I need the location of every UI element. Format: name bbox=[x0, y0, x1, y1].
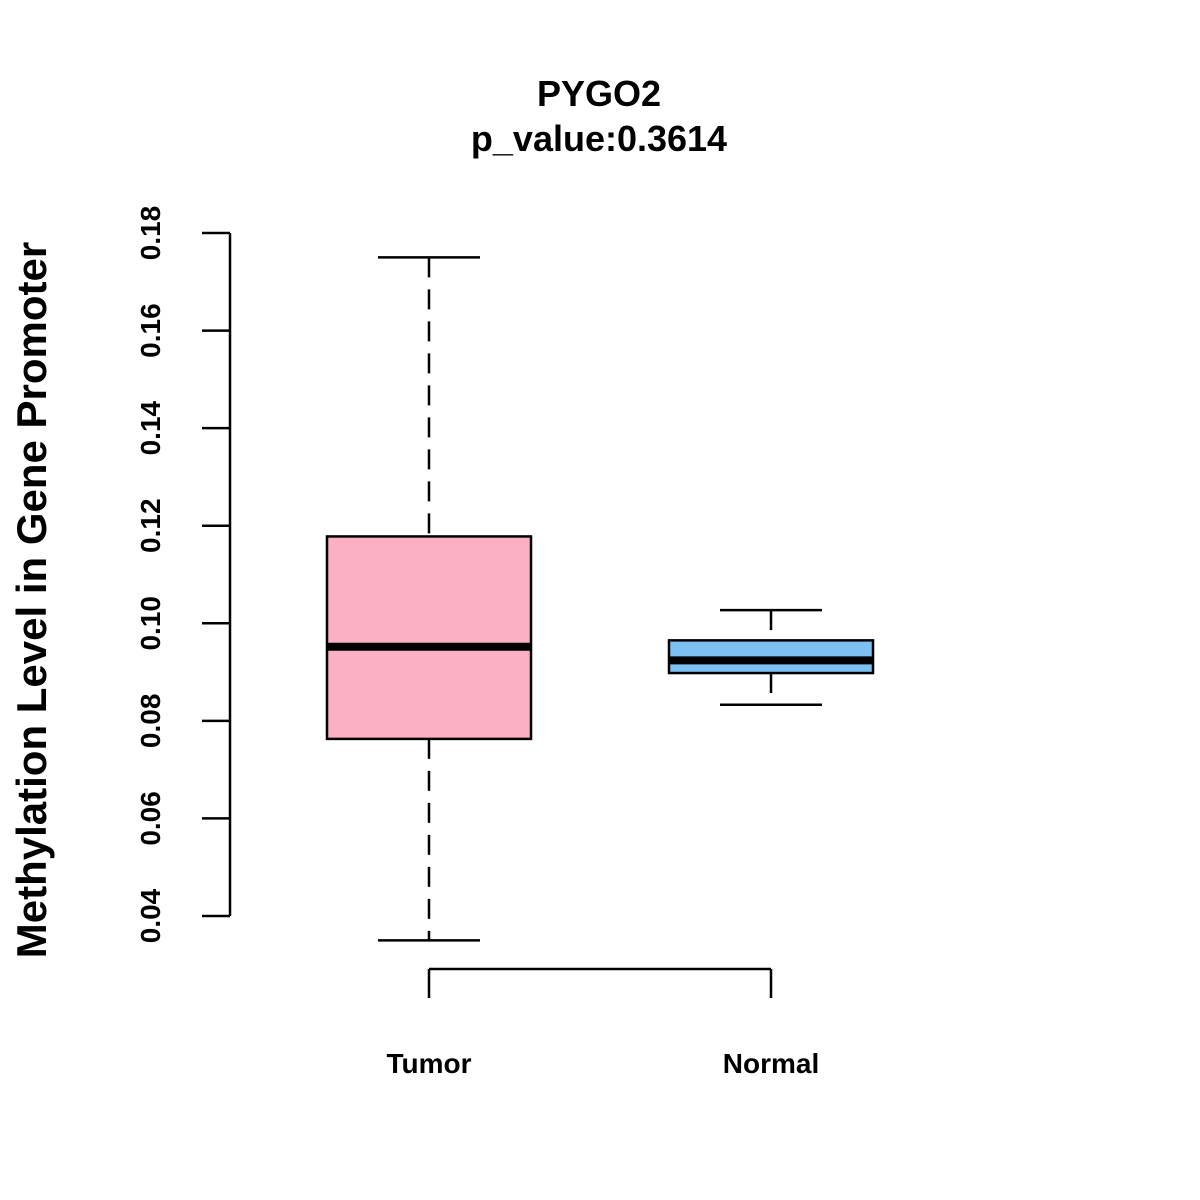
box-normal bbox=[667, 608, 875, 707]
y-tick-label: 0.12 bbox=[135, 498, 166, 553]
chart-title: PYGO2 bbox=[537, 73, 661, 114]
box-series bbox=[325, 256, 875, 942]
y-tick-label: 0.06 bbox=[135, 791, 166, 846]
x-tick-label: Normal bbox=[723, 1048, 819, 1079]
y-axis: 0.04 0.06 0.08 0.10 0.12 0.14 0.16 0.18 bbox=[135, 206, 232, 943]
x-axis-labels: Tumor Normal bbox=[386, 1048, 819, 1079]
y-tick-label: 0.14 bbox=[135, 400, 166, 455]
y-axis-label: Methylation Level in Gene Promoter bbox=[8, 242, 55, 958]
y-tick-label: 0.10 bbox=[135, 596, 166, 651]
y-tick-label: 0.08 bbox=[135, 694, 166, 749]
box-tumor bbox=[325, 256, 533, 942]
y-tick-label: 0.04 bbox=[135, 888, 166, 943]
x-tick-label: Tumor bbox=[386, 1048, 471, 1079]
iqr-box bbox=[325, 535, 533, 741]
y-tick-label: 0.16 bbox=[135, 303, 166, 358]
group-bracket bbox=[427, 967, 773, 998]
y-tick-label: 0.18 bbox=[135, 206, 166, 261]
chart-subtitle: p_value:0.3614 bbox=[471, 118, 727, 159]
